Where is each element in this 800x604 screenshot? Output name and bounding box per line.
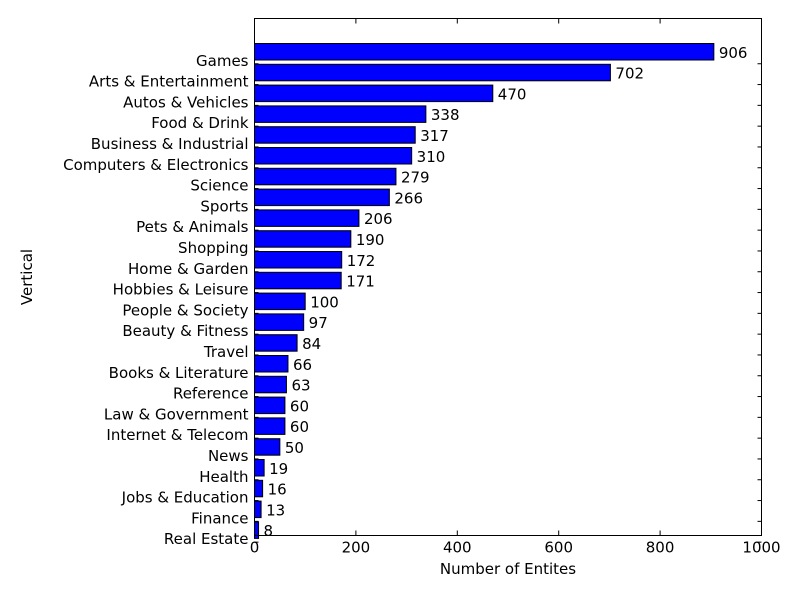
y-tick-label: Real Estate [164,530,249,548]
y-tick-label: Science [190,177,248,195]
x-tick-label: 0 [250,539,260,557]
value-label: 19 [269,460,288,478]
bar [254,188,390,207]
bar [254,147,413,165]
bar [254,126,416,144]
value-label: 63 [291,377,310,395]
value-label: 317 [420,127,449,145]
y-tick-label: Reference [173,385,249,403]
y-tick-label: Health [199,468,248,486]
x-tick-label: 400 [443,539,472,557]
y-tick-label: Computers & Electronics [63,156,249,174]
bar [254,438,281,456]
y-tick-label: Finance [191,509,248,527]
ticks-group: 0 200 400 600 800 1000 [250,18,781,557]
bar [254,500,262,519]
y-tick-label: Sports [200,197,248,215]
x-axis-label: Number of Entites [440,560,576,578]
bar [254,313,305,331]
value-label: 84 [302,335,321,353]
bar [254,417,286,435]
bar [254,230,352,248]
x-tick-label: 600 [544,539,573,557]
bar [254,396,286,415]
bar [254,105,427,123]
value-label: 906 [719,44,748,62]
bar [254,292,306,311]
bar [254,271,342,290]
y-tick-label: Books & Literature [109,364,249,382]
y-tick-label: Travel [203,343,249,361]
x-tick-label: 200 [342,539,371,557]
value-label: 190 [356,231,385,249]
bar [254,479,264,498]
value-label: 206 [364,210,393,228]
y-tick-label: News [208,447,249,465]
value-label: 310 [417,148,446,166]
y-tick-label: Food & Drink [151,114,249,132]
value-label: 97 [309,314,328,332]
bar [254,251,343,269]
value-label: 8 [264,522,274,540]
y-tick-label: Games [196,52,249,70]
bar [254,334,298,352]
value-label: 50 [285,439,304,457]
bar [254,43,715,61]
y-tick-label: Jobs & Education [121,489,249,507]
value-label: 171 [346,273,375,291]
y-tick-label: Arts & Entertainment [89,73,249,91]
value-label: 172 [347,252,376,270]
bars-group [254,43,715,539]
value-label: 100 [310,293,339,311]
value-label: 66 [293,356,312,374]
bar [254,375,287,394]
y-tick-label: Autos & Vehicles [123,93,249,111]
category-labels-group: Games Arts & Entertainment Autos & Vehicle… [63,52,249,548]
plot-frame [254,18,762,536]
value-label: 279 [401,169,430,187]
y-tick-label: Shopping [178,239,248,257]
bar [254,63,611,82]
bar [254,459,265,477]
value-label: 470 [498,85,527,103]
x-tick-label: 800 [646,539,675,557]
y-tick-label: Internet & Telecom [106,426,248,444]
y-tick-label: Home & Garden [128,260,249,278]
value-label: 60 [290,418,309,436]
value-label: 338 [431,106,460,124]
bar [254,167,397,186]
value-label: 60 [290,397,309,415]
value-label: 16 [268,481,287,499]
y-tick-label: Law & Government [104,405,249,423]
value-label: 266 [394,189,423,207]
y-tick-label: Pets & Animals [136,218,249,236]
value-label: 702 [615,65,644,83]
bar [254,355,289,373]
y-tick-label: Beauty & Fitness [122,322,248,340]
y-tick-label: Hobbies & Leisure [113,281,249,299]
y-tick-label: Business & Industrial [91,135,249,153]
x-tick-label: 1000 [742,539,780,557]
y-axis-label: Vertical [18,249,36,305]
value-label: 13 [266,501,285,519]
bar [254,209,360,227]
bar [254,84,494,103]
y-tick-label: People & Society [122,301,248,319]
